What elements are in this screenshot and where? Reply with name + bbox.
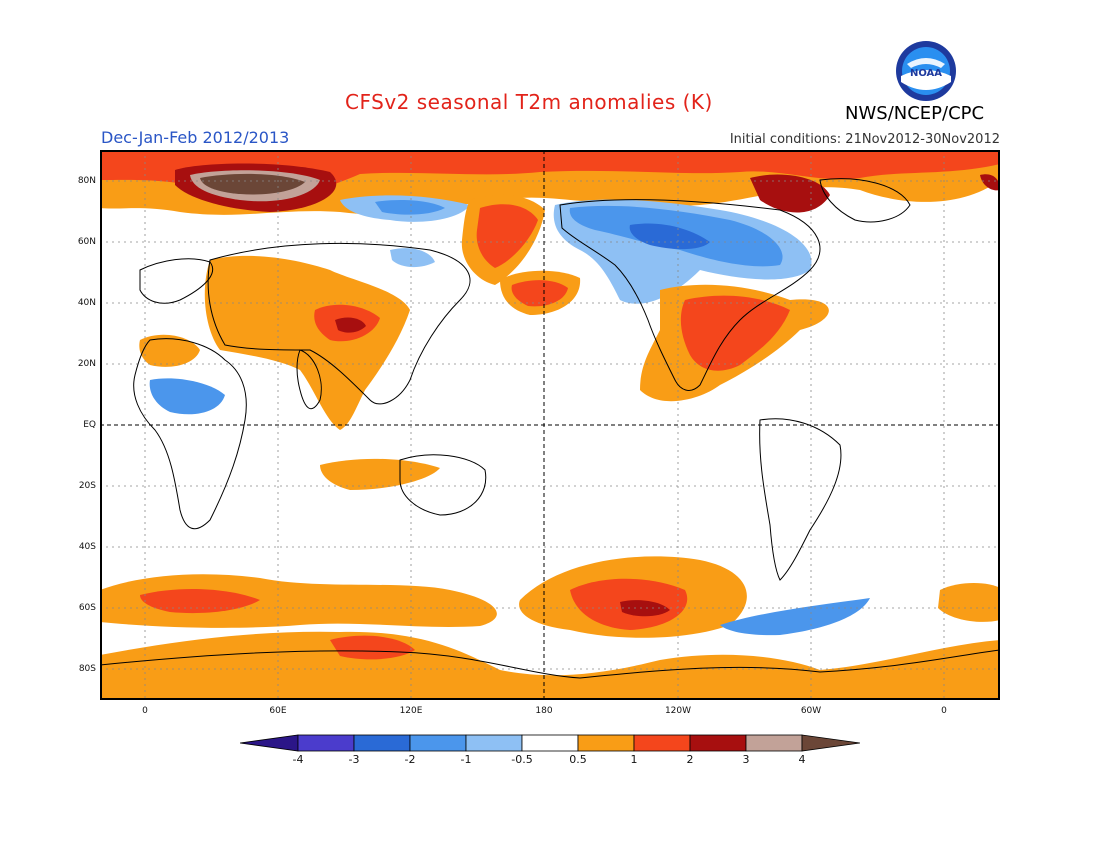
colorbar-swatch [465, 734, 523, 752]
colorbar-swatch [577, 734, 635, 752]
lat-label-40n: 40N [77, 298, 96, 308]
colorbar-tick-label: 4 [798, 753, 806, 766]
coast-north-america [559, 199, 821, 391]
west-africa-cold [149, 378, 225, 415]
colorbar-tick-label: 2 [686, 753, 694, 766]
antarctica-warm [100, 631, 1000, 700]
coast-asia [207, 242, 471, 405]
colorbar-tick-label: 0.5 [569, 753, 587, 766]
coast-south-america [759, 418, 842, 581]
southern-ocean-warm-east [938, 583, 1000, 622]
bering-red [476, 204, 538, 268]
lat-label-60s: 60S [78, 603, 96, 613]
east-asia-cold [390, 248, 435, 268]
lat-label-80s: 80S [78, 664, 96, 674]
agency-label: NWS/NCEP/CPC [845, 103, 985, 124]
colorbar-tick-label: -3 [348, 753, 360, 766]
hudson-dark-red [750, 174, 830, 213]
colorbar-tick-label: 1 [630, 753, 638, 766]
colorbar-tick-label: 3 [742, 753, 750, 766]
lat-label-20n: 20N [77, 359, 96, 369]
colorbar-tick-label: -4 [292, 753, 304, 766]
coast-australia [399, 454, 487, 516]
us-red [680, 295, 790, 371]
colorbar-swatch [297, 734, 355, 752]
tibet-dark-red [335, 317, 366, 333]
lat-label-eq: EQ [83, 420, 96, 430]
coast-antarctica [100, 649, 1000, 679]
noaa-logo-text: NOAA [910, 68, 942, 79]
colorbar-swatch [521, 734, 579, 752]
southern-ocean-warm-west [100, 574, 497, 628]
lon-label-120w: 120W [664, 706, 692, 716]
colorbar-swatch [409, 734, 467, 752]
colorbar-swatch-min [240, 734, 299, 752]
colorbar-swatch [353, 734, 411, 752]
lat-label-40s: 40S [78, 542, 96, 552]
map-gridlines [100, 150, 1000, 700]
southern-ocean-red-west [140, 588, 260, 614]
initial-conditions: Initial conditions: 21Nov2012-30Nov2012 [729, 132, 1000, 147]
antarctica-red [330, 635, 415, 660]
lon-label-60e: 60E [269, 706, 287, 716]
north-america-cold-strong [629, 223, 710, 250]
south-pacific-dark-red [620, 600, 670, 617]
lon-label-120e: 120E [399, 706, 423, 716]
india-warm [139, 334, 200, 367]
lon-label-180: 180 [535, 706, 553, 716]
lat-label-60n: 60N [77, 237, 96, 247]
north-pacific-red [511, 280, 568, 307]
lon-label-60w: 60W [800, 706, 822, 716]
lat-label-80n: 80N [77, 176, 96, 186]
lon-label-0: 0 [142, 706, 148, 716]
siberia-cold-inner [375, 200, 445, 215]
colorbar [240, 734, 860, 752]
coast-greenland [819, 178, 911, 223]
central-asia-warm [204, 255, 410, 430]
map-frame [100, 150, 1000, 700]
coast-india [296, 349, 322, 410]
colorbar-tick-label: -0.5 [511, 753, 533, 766]
drake-cold [720, 598, 870, 636]
colorbar-swatch [745, 734, 803, 752]
coast-europe [139, 258, 213, 304]
coast-africa [133, 338, 247, 530]
forecast-period: Dec-Jan-Feb 2012/2013 [101, 128, 290, 147]
arctic-east-dark-red [980, 174, 1000, 191]
anomaly-map [100, 150, 1000, 700]
noaa-logo: NOAA [896, 41, 956, 101]
indian-ocean-warm [320, 458, 440, 490]
lon-label-0-east: 0 [941, 706, 947, 716]
coastlines [100, 178, 1000, 679]
lat-label-20s: 20S [78, 481, 96, 491]
colorbar-tick-label: -1 [460, 753, 472, 766]
siberia-max-warm [200, 173, 305, 195]
colorbar-swatch-max [801, 734, 860, 752]
chart-title: CFSv2 seasonal T2m anomalies (K) [345, 90, 713, 114]
colorbar-swatch [633, 734, 691, 752]
colorbar-swatch [689, 734, 747, 752]
colorbar-tick-label: -2 [404, 753, 416, 766]
